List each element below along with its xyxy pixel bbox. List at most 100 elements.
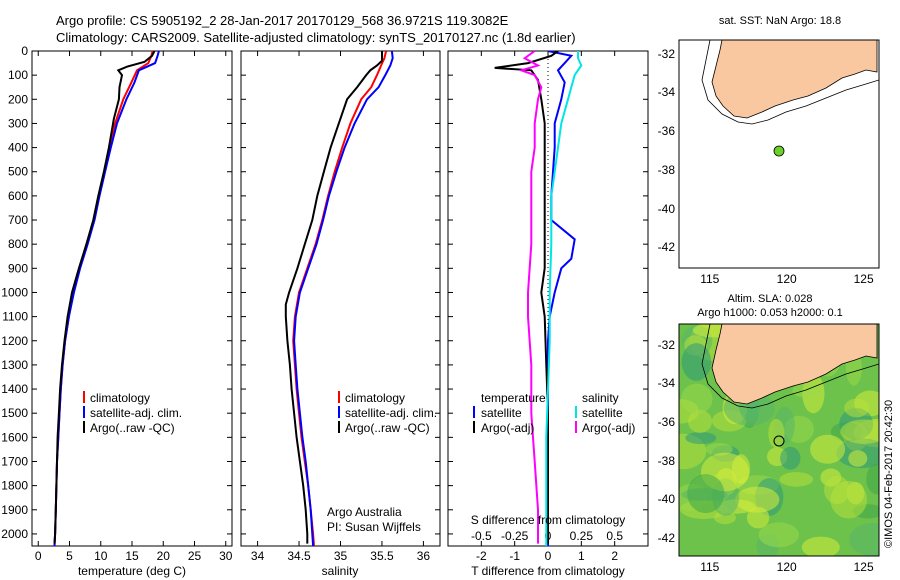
series-line-satellite bbox=[545, 51, 583, 546]
map-x-tick-label: 125 bbox=[854, 560, 874, 574]
sla-anomaly-patch bbox=[687, 474, 725, 514]
sla-map-land bbox=[679, 324, 878, 405]
depth-tick-label: 1600 bbox=[1, 430, 28, 444]
depth-tick-label: 1400 bbox=[1, 382, 28, 396]
map-x-tick-label: 120 bbox=[777, 560, 797, 574]
series-line-satellite-adj-clim- bbox=[293, 51, 394, 546]
sla-anomaly-patch bbox=[830, 480, 867, 519]
x-tick-label: -2 bbox=[476, 549, 487, 563]
header-line2: Climatology: CARS2009. Satellite-adjuste… bbox=[56, 30, 576, 45]
depth-tick-label: 0 bbox=[21, 44, 28, 58]
map-x-tick-label: 115 bbox=[700, 560, 719, 574]
series-line-argo-adj- bbox=[494, 51, 559, 544]
depth-tick-label: 1300 bbox=[1, 358, 28, 372]
x-tick-label: 36 bbox=[417, 549, 431, 563]
map-y-tick-label: -42 bbox=[658, 240, 676, 254]
salinity-x-label: salinity bbox=[322, 564, 359, 578]
x-tick-label: 10 bbox=[94, 549, 108, 563]
x-tick-label: 20 bbox=[157, 549, 171, 563]
sst-map-isobath bbox=[701, 40, 879, 125]
sla-anomaly-patch bbox=[746, 506, 770, 529]
map-x-tick-label: 120 bbox=[777, 272, 797, 286]
temp-legend-argo: Argo(..raw -QC) bbox=[90, 421, 175, 435]
map-y-tick-label: -34 bbox=[658, 85, 676, 99]
x-tick-label: 35.5 bbox=[370, 549, 394, 563]
x-tick-label: 34 bbox=[251, 549, 265, 563]
map-y-tick-label: -36 bbox=[658, 124, 676, 138]
difference-x-label: T difference from climatology bbox=[471, 564, 625, 578]
sla-anomaly-patch bbox=[735, 486, 780, 513]
depth-tick-label: 1100 bbox=[2, 310, 28, 324]
depth-tick-label: 1800 bbox=[1, 479, 28, 493]
diff-legend-salinity-satellite: satellite bbox=[582, 406, 623, 420]
depth-tick-label: 500 bbox=[8, 165, 28, 179]
map-y-tick-label: -36 bbox=[658, 415, 676, 429]
depth-tick-label: 100 bbox=[8, 68, 28, 82]
s-tick-label: -0.5 bbox=[471, 529, 492, 543]
series-line-argo-raw-qc- bbox=[53, 51, 156, 544]
map-y-tick-label: -32 bbox=[658, 47, 676, 61]
diff-legend-salinity-argo: Argo(-adj) bbox=[582, 421, 635, 435]
sla-anomaly-patch bbox=[768, 418, 785, 449]
x-tick-label: 35 bbox=[334, 549, 348, 563]
s-tick-label: -0.25 bbox=[501, 529, 529, 543]
map-x-tick-label: 125 bbox=[854, 272, 874, 286]
depth-tick-label: 700 bbox=[8, 213, 28, 227]
s-tick-label: 0.25 bbox=[570, 529, 594, 543]
x-tick-label: 34.5 bbox=[287, 549, 311, 563]
imos-stamp: ©IMOS 04-Feb-2017 20:42:30 bbox=[883, 400, 895, 548]
difference-legend: temperature satellite Argo(-adj) salinit… bbox=[473, 391, 635, 435]
profile-lines-layer bbox=[53, 51, 583, 546]
sla-anomaly-patch bbox=[848, 450, 868, 467]
sla-anomaly-patch bbox=[705, 443, 733, 456]
series-line-argo-adj- bbox=[518, 51, 543, 544]
depth-tick-label: 2000 bbox=[1, 527, 28, 541]
sla-map-isobath bbox=[701, 324, 879, 409]
depth-tick-label: 1500 bbox=[1, 406, 28, 420]
map-y-tick-label: -38 bbox=[658, 163, 676, 177]
sla-anomaly-patch bbox=[758, 522, 799, 548]
sla-map-frame bbox=[678, 323, 880, 557]
sla-anomaly-patch bbox=[866, 463, 879, 495]
sla-anomaly-patch bbox=[780, 446, 801, 470]
series-line-argo-raw-qc- bbox=[284, 51, 383, 544]
diff-legend-temperature-satellite: satellite bbox=[481, 406, 522, 420]
s-tick-label: 0.5 bbox=[606, 529, 623, 543]
depth-tick-label: 300 bbox=[8, 116, 28, 130]
sal-legend-climatology: climatology bbox=[345, 391, 405, 405]
map-y-tick-label: -42 bbox=[658, 531, 676, 545]
x-tick-label: 25 bbox=[188, 549, 202, 563]
map-y-tick-label: -34 bbox=[658, 376, 676, 390]
x-tick-label: 5 bbox=[66, 549, 73, 563]
salinity-annotation-line2: PI: Susan Wijffels bbox=[327, 520, 421, 534]
map-y-tick-label: -38 bbox=[658, 454, 676, 468]
sal-legend-argo: Argo(..raw -QC) bbox=[345, 421, 430, 435]
sla-anomaly-patch bbox=[779, 472, 814, 487]
map-y-tick-label: -40 bbox=[658, 202, 676, 216]
salinity-panel-frame bbox=[240, 50, 441, 547]
salinity-legend: climatology satellite-adj. clim. Argo(..… bbox=[338, 391, 437, 435]
map-y-tick-label: -32 bbox=[658, 338, 676, 352]
depth-tick-label: 1200 bbox=[1, 334, 28, 348]
temp-legend-climatology: climatology bbox=[90, 391, 150, 405]
sla-map-title2: Argo h1000: 0.053 h2000: 0.1 bbox=[697, 307, 843, 319]
sla-anomaly-patch bbox=[801, 536, 840, 556]
sla-anomaly-patch bbox=[844, 398, 870, 418]
map-y-tick-label: -40 bbox=[658, 492, 676, 506]
sla-anomaly-patch bbox=[685, 431, 717, 445]
header-line1: Argo profile: CS 5905192_2 28-Jan-2017 2… bbox=[56, 13, 509, 28]
sla-map-title1: Altim. SLA: 0.028 bbox=[728, 293, 813, 305]
depth-tick-label: 200 bbox=[8, 92, 28, 106]
x-tick-label: 30 bbox=[219, 549, 233, 563]
axes-layer: 0100200300400500600700800900100011001200… bbox=[1, 44, 874, 574]
temperature-x-label: temperature (deg C) bbox=[78, 564, 186, 578]
series-line-climatology bbox=[53, 51, 154, 546]
diff-legend-temperature-argo: Argo(-adj) bbox=[481, 421, 534, 435]
depth-tick-label: 1700 bbox=[1, 454, 28, 468]
sal-legend-satellite: satellite-adj. clim. bbox=[345, 406, 437, 420]
sst-map-frame bbox=[678, 39, 880, 269]
sla-anomaly-patch bbox=[810, 434, 846, 464]
temperature-panel-frame bbox=[31, 50, 233, 547]
s-difference-axis-label: S difference from climatology bbox=[471, 513, 626, 527]
